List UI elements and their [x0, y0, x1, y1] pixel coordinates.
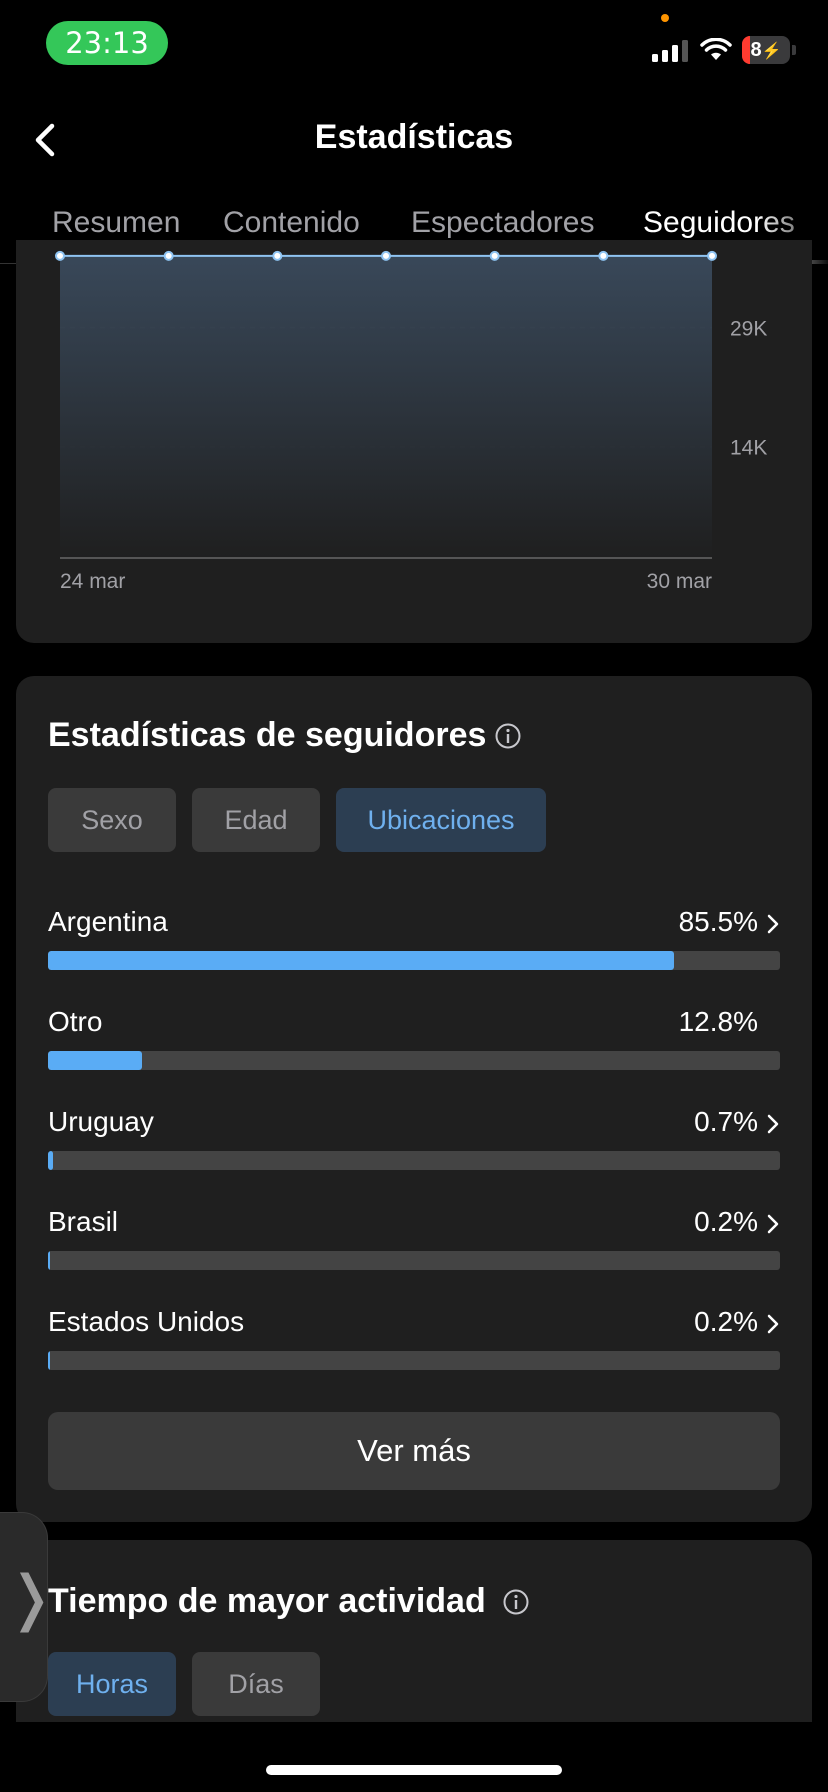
tab-espectadores[interactable]: Espectadores [411, 206, 595, 239]
location-percent: 12.8% [678, 1006, 758, 1037]
chart-point [598, 250, 609, 261]
location-row-argentina[interactable]: Argentina 85.5% [48, 906, 780, 986]
location-bar-track [48, 1251, 780, 1270]
followers-stats-title: Estadísticas de seguidores [48, 716, 487, 754]
chevron-right-icon [767, 914, 779, 934]
location-bar-fill [48, 1151, 54, 1170]
chip-dias[interactable]: Días [192, 1652, 320, 1716]
chevron-right-icon [767, 1114, 779, 1134]
location-row-estados-unidos[interactable]: Estados Unidos 0.2% [48, 1306, 780, 1386]
location-bar-track [48, 1351, 780, 1370]
page-title: Estadísticas [314, 118, 514, 156]
chart-point [272, 250, 283, 261]
location-bar-track [48, 1051, 780, 1070]
chart-point [55, 250, 65, 261]
privacy-indicator-dot [661, 14, 669, 22]
location-row-uruguay[interactable]: Uruguay 0.7% [48, 1106, 780, 1186]
battery-tip [792, 45, 796, 55]
wifi-icon [700, 38, 732, 60]
followers-area-chart: 29K 14K 24 mar 30 mar [55, 250, 767, 593]
tab-resumen[interactable]: Resumen [52, 206, 181, 239]
battery-icon: 8⚡ [742, 36, 790, 64]
chart-point [381, 250, 391, 261]
info-icon[interactable] [502, 1588, 530, 1616]
chevron-right-icon [767, 1214, 779, 1234]
location-name: Brasil [48, 1206, 119, 1237]
cellular-signal-icon [652, 40, 688, 62]
x-tick-label: 30 mar [647, 570, 712, 593]
location-bar-fill [48, 1351, 50, 1370]
chip-ubicaciones[interactable]: Ubicaciones [336, 788, 546, 852]
location-row-brasil[interactable]: Brasil 0.2% [48, 1206, 780, 1286]
chip-horas[interactable]: Horas [48, 1652, 176, 1716]
location-percent: 0.7% [694, 1106, 758, 1137]
location-bar-fill [48, 1251, 50, 1270]
location-percent: 85.5% [678, 906, 758, 937]
chart-area-fill [60, 255, 712, 558]
location-percent: 0.2% [694, 1206, 758, 1237]
peak-activity-title: Tiempo de mayor actividad [48, 1582, 486, 1620]
location-bar-fill [48, 1051, 142, 1070]
location-percent: 0.2% [694, 1306, 758, 1337]
location-name: Uruguay [48, 1106, 154, 1137]
chevron-right-icon: ❭ [6, 1563, 57, 1633]
location-name: Argentina [48, 906, 168, 937]
home-indicator[interactable] [266, 1765, 562, 1775]
status-time: 23:13 [46, 21, 168, 65]
back-button[interactable] [26, 116, 66, 164]
bottom-safe-area [0, 1722, 828, 1792]
info-icon[interactable] [494, 722, 522, 750]
chart-point [707, 250, 717, 261]
side-drawer-handle[interactable]: ❭ [0, 1512, 56, 1702]
chevron-right-icon [767, 1314, 779, 1334]
location-row-otro: Otro 12.8% [48, 1006, 780, 1086]
location-name: Otro [48, 1006, 103, 1037]
location-bar-fill [48, 951, 674, 970]
location-bar-track [48, 951, 780, 970]
chart-point [489, 250, 500, 261]
location-bar-track [48, 1151, 780, 1170]
see-more-button[interactable]: Ver más [48, 1412, 780, 1490]
y-tick-label: 29K [730, 317, 767, 340]
location-name: Estados Unidos [48, 1306, 245, 1337]
followers-chart-card: 29K 14K 24 mar 30 mar [16, 240, 812, 643]
chip-edad[interactable]: Edad [192, 788, 320, 852]
battery-level: 8 [750, 39, 762, 61]
x-tick-label: 24 mar [60, 570, 125, 593]
tab-contenido[interactable]: Contenido [223, 206, 360, 239]
y-tick-label: 14K [730, 437, 767, 460]
followers-stats-card: Estadísticas de seguidores Sexo Edad Ubi… [16, 676, 812, 1522]
chart-point [163, 250, 174, 261]
chip-sexo[interactable]: Sexo [48, 788, 176, 852]
